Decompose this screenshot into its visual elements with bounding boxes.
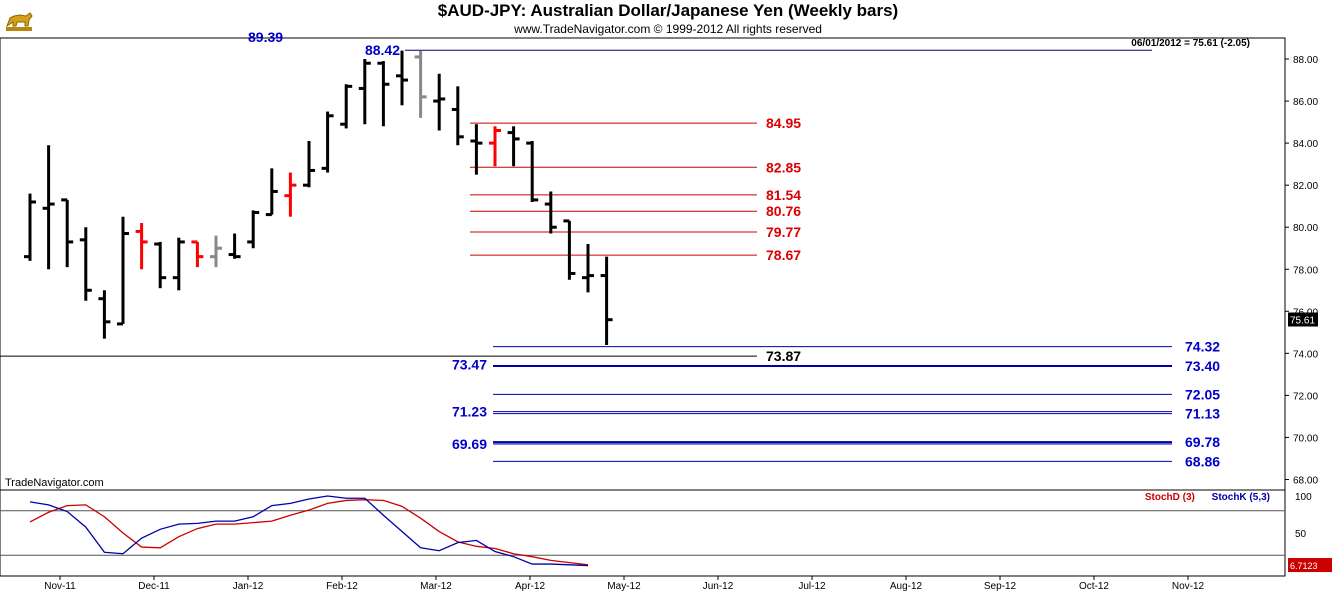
gold-bull-logo-icon[interactable] [4,4,34,34]
stochd-line [29,499,589,566]
level-label: 84.95 [766,115,801,131]
level-label: 80.76 [766,203,801,219]
price-tick-label: 84.00 [1293,139,1318,150]
price-tick-label: 86.00 [1293,97,1318,108]
time-tick-label: Oct-12 [1079,581,1109,592]
copyright-notice: www.TradeNavigator.com © 1999-2012 All r… [514,22,822,36]
level-label: 69.78 [1185,434,1220,450]
time-tick-label: Sep-12 [984,581,1017,592]
time-tick-label: Jun-12 [703,581,734,592]
level-label: 71.23 [452,404,487,420]
partial-level-label: 89.39 [248,29,283,45]
title-bar: $AUD-JPY: Australian Dollar/Japanese Yen… [0,0,1336,38]
time-tick-label: Dec-11 [138,581,170,592]
price-tick-label: 82.00 [1293,181,1318,192]
price-panel-frame [0,37,1286,491]
level-label: 69.69 [452,436,487,452]
time-tick-label: Jan-12 [233,581,264,592]
stochk-line [29,495,589,567]
price-tick-label: 74.00 [1293,349,1318,360]
time-tick-label: Nov-11 [44,581,76,592]
time-tick-label: Feb-12 [326,581,358,592]
price-tick-label: 80.00 [1293,223,1318,234]
time-tick-label: Mar-12 [420,581,452,592]
time-tick-label: Apr-12 [515,581,545,592]
price-tick-label: 68.00 [1293,475,1318,486]
time-tick-label: Nov-12 [1172,581,1205,592]
level-label: 74.32 [1185,339,1220,355]
stochk-legend-label: StochK (5,3) [1211,492,1270,503]
stochastic-panel-frame [0,489,1286,577]
level-label: 79.77 [766,224,801,240]
stoch-tick-label: 100 [1295,492,1312,503]
time-tick-label: May-12 [607,581,641,592]
level-label: 71.13 [1185,406,1220,422]
chart-title: $AUD-JPY: Australian Dollar/Japanese Yen… [437,1,899,20]
stochd-legend-label: StochD (3) [1144,492,1195,503]
price-readout: 06/01/2012 = 75.61 (-2.05) [1131,38,1250,49]
stoch-last-value-label: 6.7123 [1290,561,1318,571]
stoch-tick-label: 50 [1295,529,1307,540]
level-label: 72.05 [1185,386,1220,402]
price-tick-label: 88.00 [1293,55,1318,66]
price-tick-label: 70.00 [1293,433,1318,444]
stoch-last-value-box [1288,558,1332,573]
price-tick-label: 72.00 [1293,391,1318,402]
level-label: 73.40 [1185,358,1220,374]
brand-label: TradeNavigator.com [5,477,104,489]
last-price-label: 75.61 [1290,316,1315,327]
level-label: 68.86 [1185,453,1220,469]
level-label: 82.85 [766,159,801,175]
last-price-box [1288,312,1318,327]
level-label: 73.87 [766,348,801,364]
level-label: 81.54 [766,187,801,203]
time-tick-label: Jul-12 [798,581,826,592]
level-label: 73.47 [452,356,487,372]
stochastic-legend: StochD (3) StochK (5,3) [1145,492,1270,503]
level-label: 78.67 [766,247,801,263]
price-tick-label: 78.00 [1293,265,1318,276]
level-label: 88.42 [365,42,400,58]
time-tick-label: Aug-12 [890,581,923,592]
